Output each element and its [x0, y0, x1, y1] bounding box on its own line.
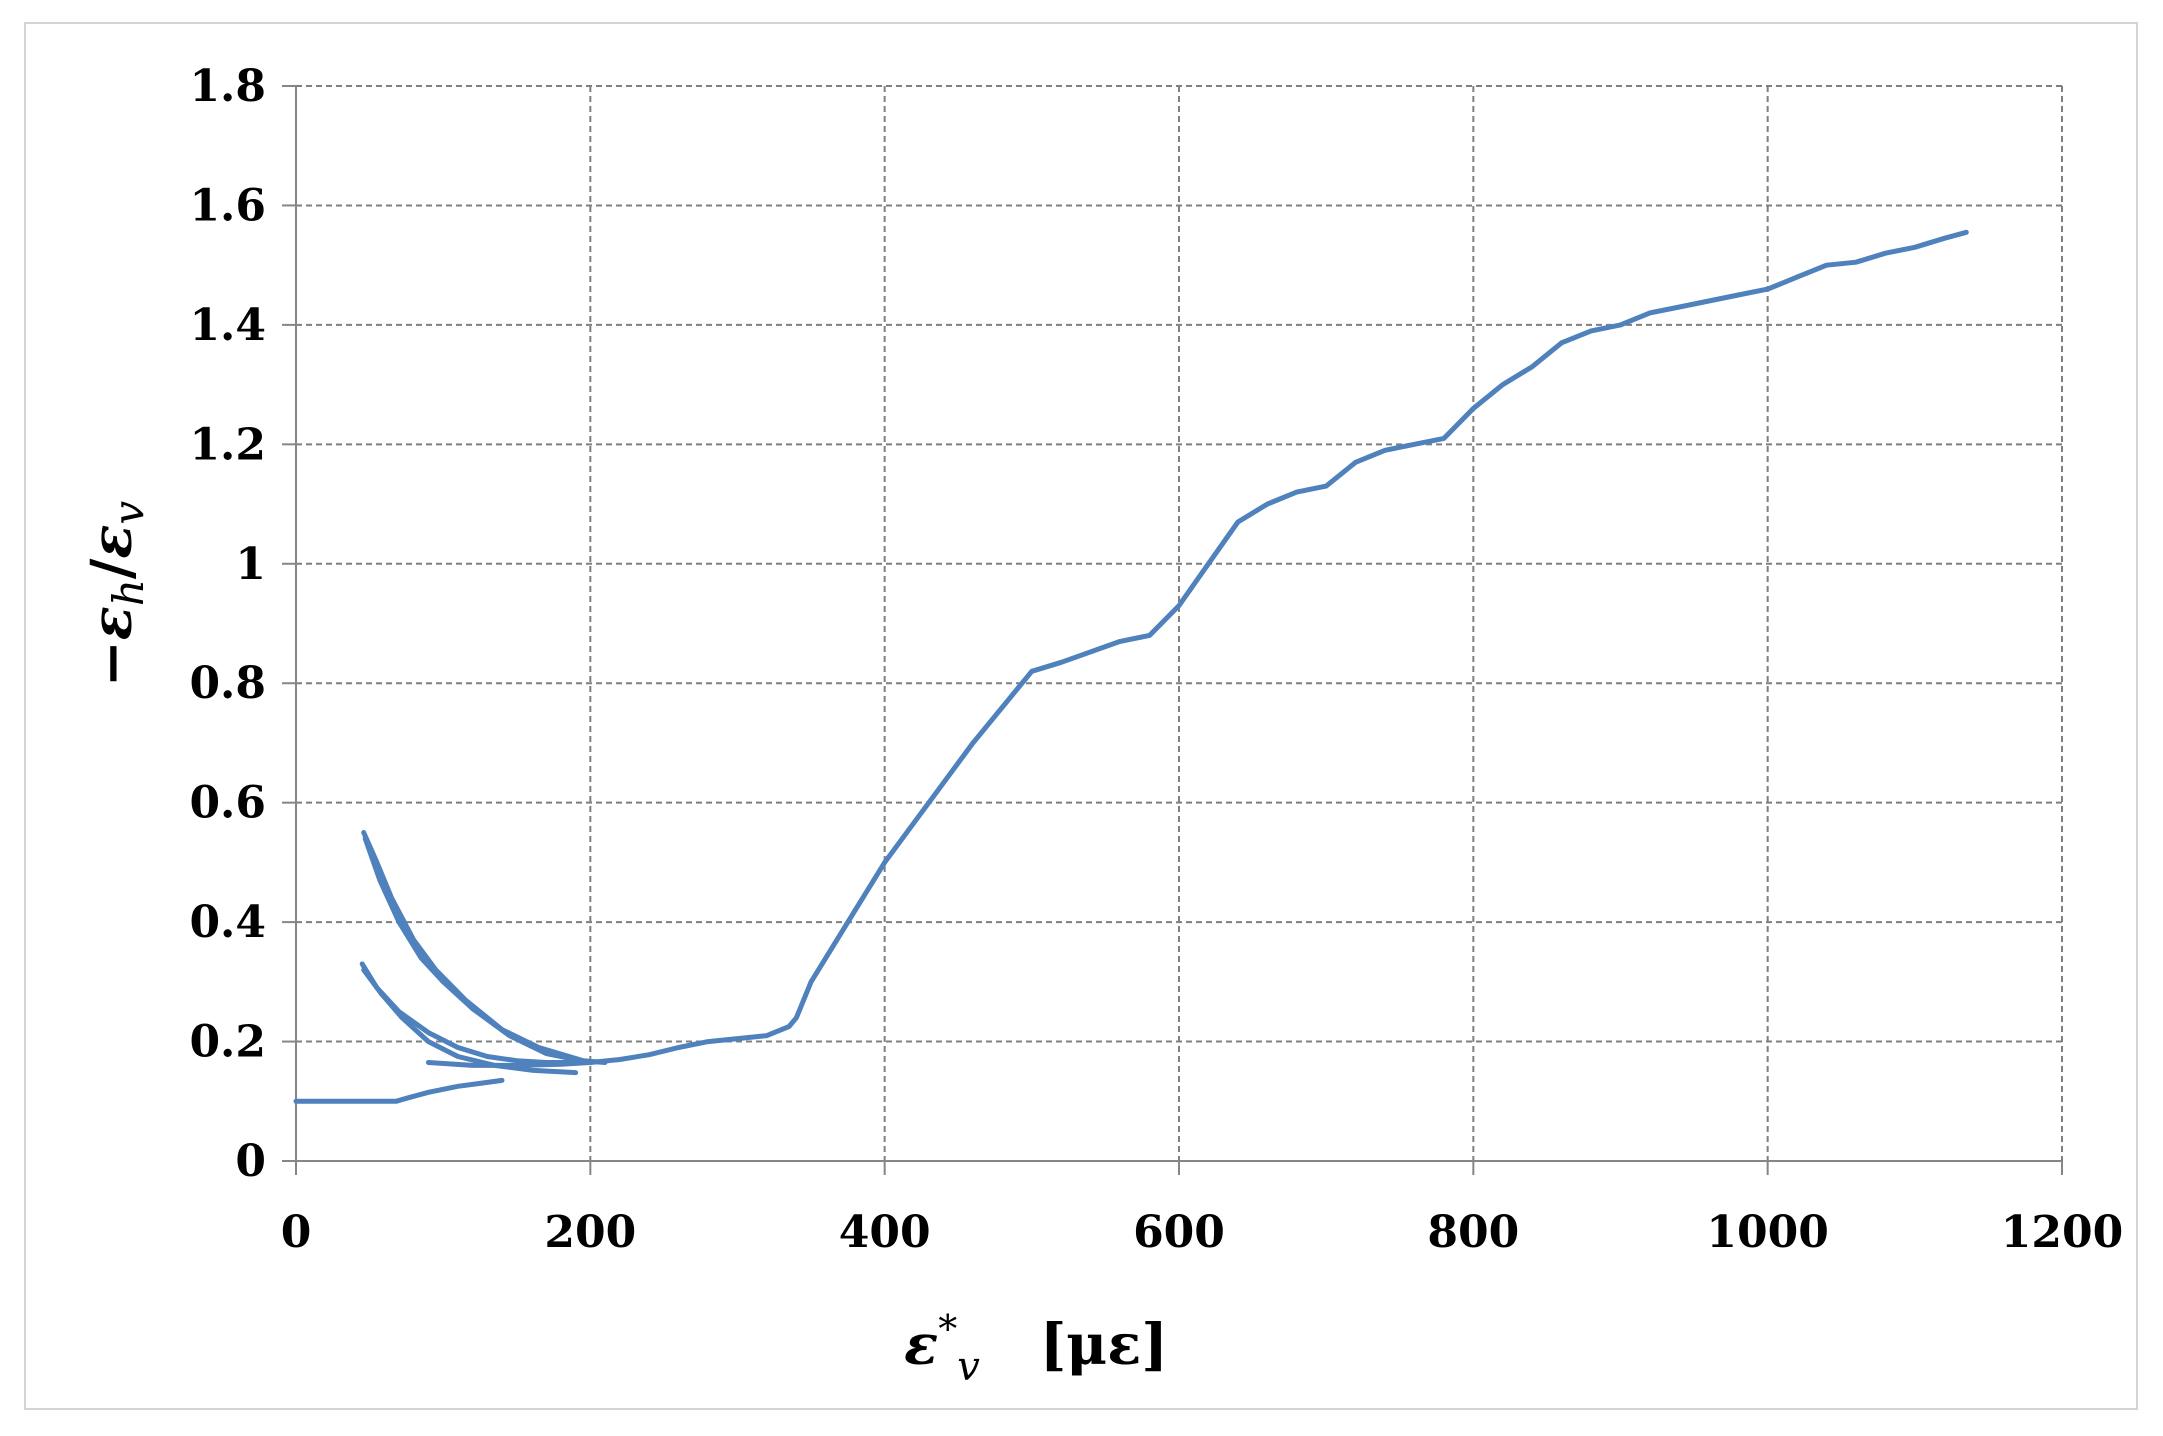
y-tick-label: 0 — [235, 1136, 266, 1187]
x-tick-label: 400 — [839, 1207, 931, 1258]
x-tick-label: 800 — [1427, 1207, 1519, 1258]
series-line-6 — [425, 229, 1969, 1068]
tick-labels: 0 0.2 0.4 0.6 0.8 1 1.2 1.4 1.6 1.8 0 200 400 600 800 1… — [189, 61, 2123, 1258]
series-line-5 — [362, 836, 593, 1065]
y-tick-label: 1.4 — [189, 300, 266, 351]
x-axis-superscript: * — [938, 1307, 957, 1351]
x-axis-title: ε*v [με] — [904, 1307, 1168, 1390]
y-tick-label: 0.2 — [189, 1017, 266, 1068]
x-tick-label: 1000 — [1706, 1207, 1828, 1258]
series-line-1 — [293, 1077, 505, 1104]
x-axis-symbol: ε — [904, 1312, 938, 1378]
y-tick-label: 1.6 — [189, 180, 266, 231]
x-axis-subscript: v — [957, 1344, 980, 1390]
x-axis-unit: [με] — [1040, 1312, 1168, 1378]
chart-svg: 0 0.2 0.4 0.6 0.8 1 1.2 1.4 1.6 1.8 0 200 400 600 800 1… — [79, 61, 2123, 1390]
y-tick-label: 0.6 — [189, 778, 266, 829]
data-series — [293, 229, 1969, 1104]
chart-frame: 0 0.2 0.4 0.6 0.8 1 1.2 1.4 1.6 1.8 0 200 400 600 800 1… — [24, 22, 2138, 1410]
y-axis-denominator: ε — [79, 525, 145, 559]
y-axis-minus: − — [79, 640, 145, 687]
x-tick-label: 1200 — [2001, 1207, 2123, 1258]
y-axis-slash: / — [79, 558, 145, 579]
x-tick-label: 600 — [1133, 1207, 1225, 1258]
y-axis-numerator-subscript: h — [104, 579, 153, 606]
y-tick-label: 0.8 — [189, 658, 266, 709]
grid-lines — [296, 85, 2063, 1161]
y-tick-label: 1 — [235, 539, 266, 590]
series-line-4 — [361, 830, 608, 1065]
y-axis-numerator: ε — [79, 606, 145, 640]
y-tick-label: 1.8 — [189, 61, 266, 112]
axes — [282, 85, 2063, 1175]
series-line-3 — [361, 967, 579, 1076]
x-tick-label: 200 — [544, 1207, 636, 1258]
y-tick-label: 0.4 — [189, 897, 266, 948]
x-tick-label: 0 — [281, 1207, 312, 1258]
y-axis-title: −εh/εv — [79, 501, 153, 688]
y-tick-label: 1.2 — [189, 419, 266, 470]
y-axis-denominator-subscript: v — [104, 501, 153, 525]
